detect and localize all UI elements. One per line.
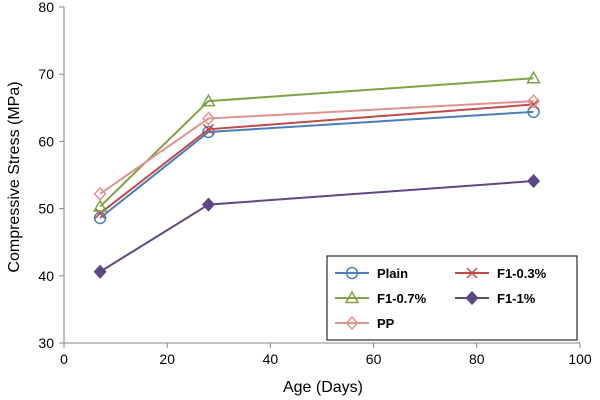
y-tick-label: 40 xyxy=(38,268,54,284)
legend-label: PP xyxy=(377,316,395,331)
y-tick-label: 30 xyxy=(38,335,54,351)
series-line xyxy=(99,100,534,195)
x-tick-label: 100 xyxy=(568,351,592,367)
legend: Plain F1-0.3% F1-0.7% F1-1% PP xyxy=(326,255,578,341)
legend-label: F1-0.3% xyxy=(497,266,547,281)
x-tick-label: 20 xyxy=(159,351,175,367)
plot-area xyxy=(63,7,580,344)
y-tick-label: 50 xyxy=(38,201,54,217)
legend-marker xyxy=(465,290,479,306)
series-Plain xyxy=(93,105,540,225)
series-line xyxy=(99,110,534,219)
series-F1-0.7% xyxy=(92,70,541,212)
x-axis-title: Age (Days) xyxy=(283,379,363,396)
data-point xyxy=(93,264,107,279)
legend-marker xyxy=(344,290,360,304)
legend-item: F1-1% xyxy=(455,290,536,306)
series-F1-0.3% xyxy=(94,98,540,219)
legend-marker xyxy=(345,315,359,331)
series-line xyxy=(99,77,534,208)
x-tick-label: 80 xyxy=(469,351,485,367)
legend-label: F1-0.7% xyxy=(377,291,427,306)
x-tick-label: 40 xyxy=(263,351,279,367)
y-axis-title: Compressive Stress (MPa) xyxy=(6,81,23,272)
data-point xyxy=(527,93,541,109)
series-F1-1% xyxy=(93,173,541,279)
series-PP xyxy=(93,93,541,201)
data-point xyxy=(94,207,106,219)
x-tick-label: 60 xyxy=(366,351,382,367)
legend-box xyxy=(326,255,578,341)
y-axis-ticks: 30 40 50 60 70 80 xyxy=(38,0,64,351)
data-point xyxy=(527,173,541,189)
legend-label: F1-1% xyxy=(497,291,536,306)
legend-label: Plain xyxy=(377,266,408,281)
y-tick-label: 70 xyxy=(38,66,54,82)
y-tick-label: 80 xyxy=(38,0,54,15)
data-point xyxy=(202,125,215,139)
legend-item: PP xyxy=(335,315,395,331)
data-point xyxy=(202,123,215,135)
data-point xyxy=(526,70,541,84)
legend-item: Plain xyxy=(335,266,408,281)
series-layer xyxy=(92,70,541,279)
legend-marker xyxy=(466,267,478,279)
y-tick-label: 60 xyxy=(38,133,54,149)
x-axis-ticks: 0 20 40 60 80 100 xyxy=(60,343,592,367)
data-point xyxy=(92,199,108,212)
legend-item: F1-0.3% xyxy=(455,266,547,281)
legend-marker xyxy=(345,266,359,280)
data-point xyxy=(93,186,107,201)
data-point xyxy=(201,93,216,107)
x-tick-label: 0 xyxy=(60,351,68,367)
data-point xyxy=(201,197,215,212)
data-point xyxy=(201,111,215,126)
legend-item: F1-0.7% xyxy=(335,290,427,306)
